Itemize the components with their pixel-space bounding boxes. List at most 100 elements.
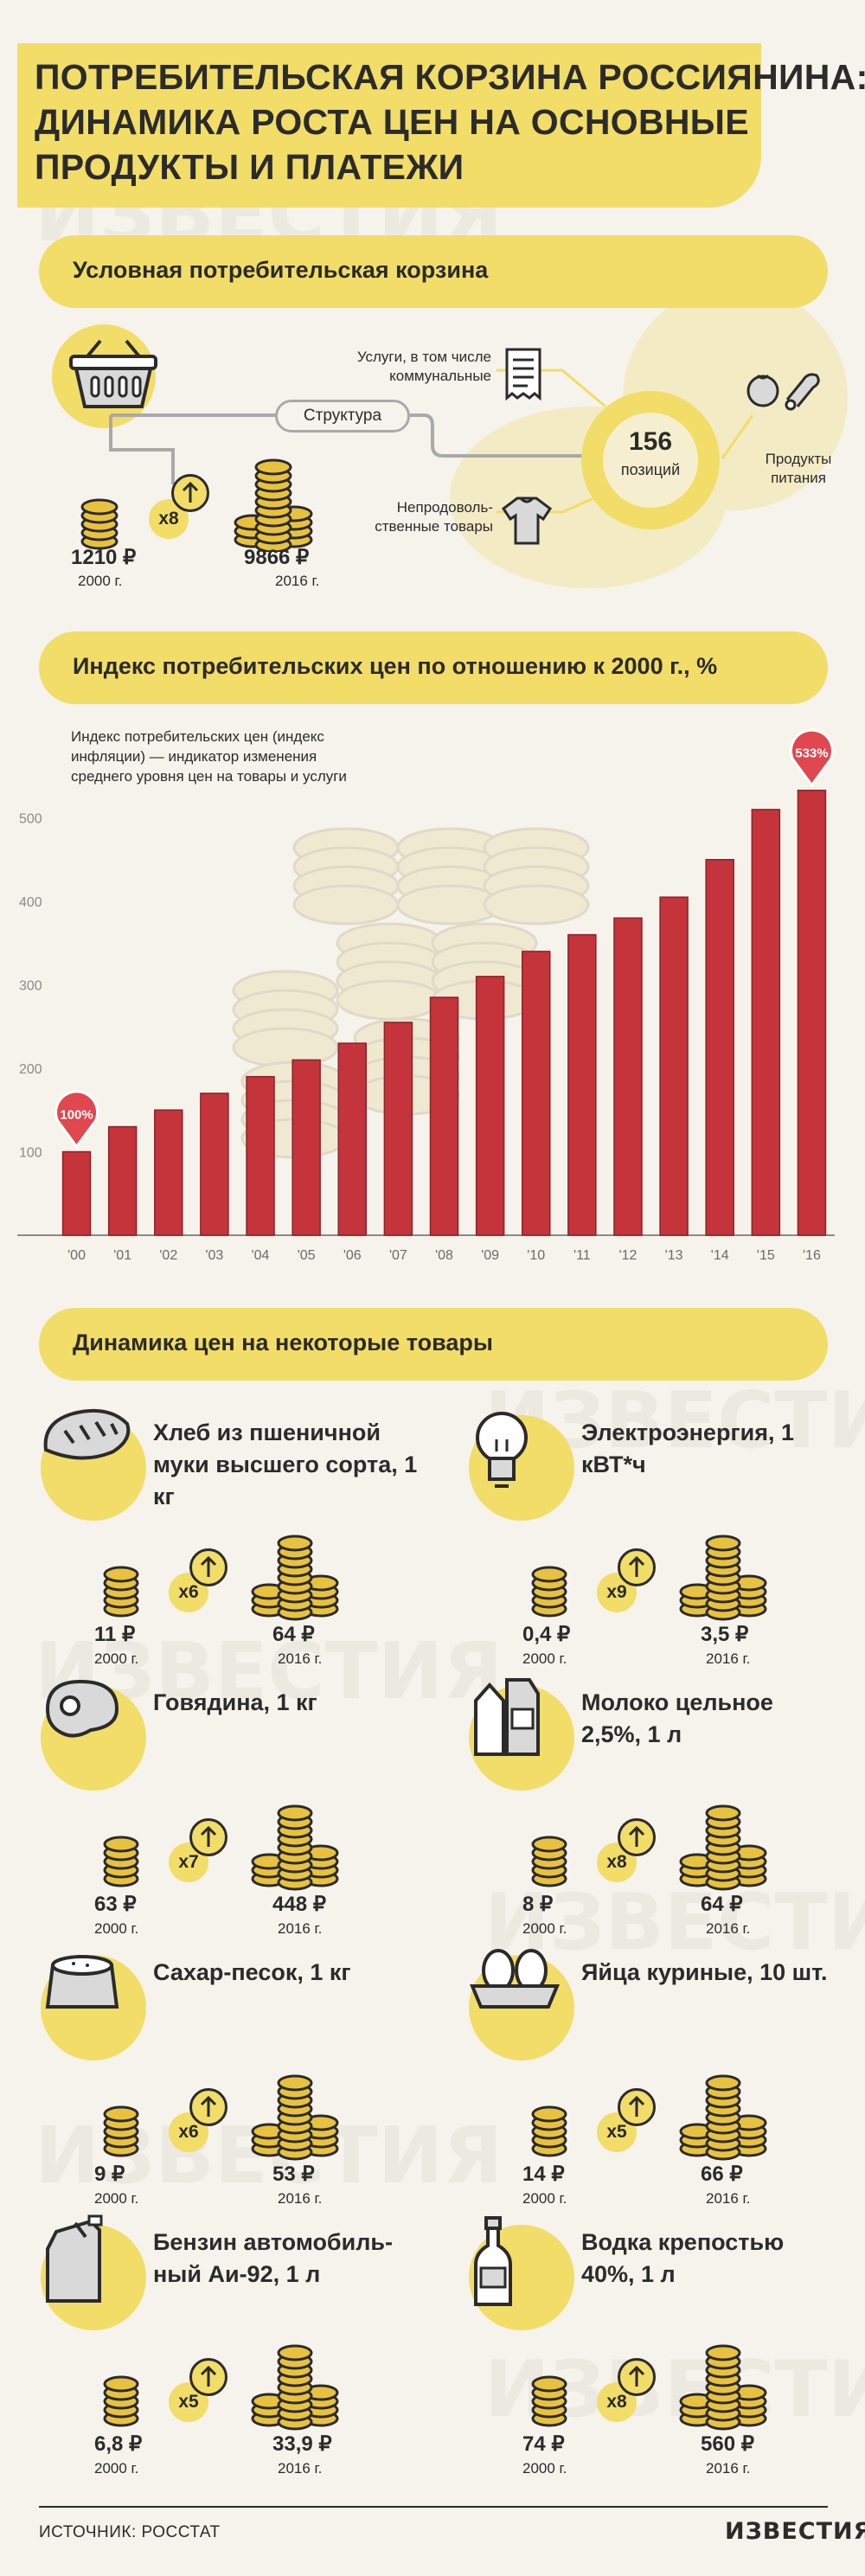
- cpi-bar: [246, 1075, 275, 1236]
- year-2016: 2016 г.: [706, 1650, 751, 1667]
- cpi-bar: [61, 1150, 92, 1236]
- sugar-bag-icon: [39, 1945, 125, 2018]
- cpi-bar: [154, 1109, 183, 1236]
- price-2016: 560 ₽: [701, 2432, 754, 2456]
- cpi-bar: [797, 789, 827, 1236]
- y-tick-label: 400: [19, 895, 42, 910]
- brand-logo: ИЗВЕСТИЯ: [725, 2518, 865, 2545]
- steak-icon: [39, 1675, 125, 1748]
- cpi-note: Индекс потребительских цен (индекс инфля…: [71, 728, 347, 785]
- x-tick-label: '08: [435, 1248, 453, 1263]
- year-2016: 2016 г.: [706, 1920, 751, 1937]
- coin-stack-large: [675, 1804, 772, 1895]
- cpi-bar-chart: 100 200 300 400 500 '00 '01 '02 '03 '04 '05 '06 '07 '…: [17, 728, 835, 1263]
- year-2016: 2016 г.: [278, 2190, 323, 2207]
- coin-stack-small: [528, 1834, 571, 1894]
- coin-stack-large: [675, 2344, 772, 2435]
- growth-arrow-circle: [618, 2358, 656, 2396]
- coin-stack-small: [528, 1564, 571, 1624]
- growth-arrow-circle: [618, 1548, 656, 1586]
- footer-divider: [39, 2506, 828, 2508]
- year-2000: 2000 г.: [94, 2460, 139, 2477]
- receipt-icon: [505, 348, 541, 401]
- y-tick-label: 300: [19, 979, 42, 994]
- food-label: Продукты питания: [765, 451, 832, 486]
- price-2016: 66 ₽: [701, 2163, 743, 2186]
- badge-end: 533%: [790, 728, 834, 788]
- structure-label: Структура: [275, 400, 410, 433]
- basket-price-2000: 1210 ₽: [71, 546, 137, 569]
- cpi-bar: [292, 1059, 321, 1236]
- growth-arrow-icon: [171, 474, 209, 512]
- up-arrow-icon: [628, 1555, 645, 1577]
- bread-icon: [39, 1405, 134, 1470]
- jerrycan-icon: [39, 2214, 108, 2314]
- cpi-bar: [475, 976, 505, 1236]
- x-tick-label: '15: [757, 1248, 775, 1263]
- y-tick-label: 100: [19, 1146, 42, 1161]
- cpi-bar: [337, 1042, 368, 1236]
- tshirt-icon: [501, 497, 553, 545]
- basket-icon: [69, 339, 157, 408]
- lightbulb-icon: [467, 1405, 536, 1496]
- title-banner: [17, 43, 761, 208]
- coin-stack-large: [247, 2344, 343, 2435]
- cpi-bar: [107, 1125, 138, 1236]
- cpi-bar: [567, 933, 597, 1236]
- x-tick-label: '06: [343, 1248, 362, 1263]
- basket-year-2000: 2000 г.: [78, 573, 123, 589]
- section-header-basket: [39, 235, 828, 308]
- price-2016: 64 ₽: [272, 1623, 315, 1646]
- x-tick-label: '10: [527, 1248, 545, 1263]
- x-tick-label: '16: [803, 1248, 821, 1263]
- price-2000: 63 ₽: [94, 1893, 137, 1916]
- cpi-bar: [613, 917, 643, 1236]
- growth-arrow-circle: [618, 2088, 656, 2126]
- section-title-cpi: Индекс потребительских цен по отношению …: [73, 653, 718, 679]
- product-name: Электроэнергия, 1 кВТ*ч: [581, 1419, 795, 1477]
- svg-text:100%: 100%: [60, 1108, 93, 1123]
- price-2000: 74 ₽: [522, 2432, 565, 2456]
- coin-stack-large: [675, 2074, 772, 2165]
- page-title-line-2: ДИНАМИКА РОСТА ЦЕН НА ОСНОВНЫЕ: [35, 102, 749, 142]
- up-arrow-icon: [200, 2095, 217, 2117]
- watermark: ИЗВЕСТИЯ: [484, 1877, 865, 1968]
- cpi-bar: [383, 1022, 413, 1236]
- price-2000: 9 ₽: [94, 2163, 125, 2186]
- year-2016: 2016 г.: [278, 1650, 323, 1667]
- cpi-bar: [521, 951, 551, 1236]
- year-2000: 2000 г.: [522, 2460, 567, 2477]
- eggs-icon: [467, 1945, 562, 2018]
- x-tick-label: '04: [252, 1248, 270, 1263]
- price-2016: 64 ₽: [701, 1893, 743, 1916]
- cpi-bar: [659, 896, 689, 1236]
- section-title-products: Динамика цен на некоторые товары: [73, 1330, 493, 1355]
- year-2016: 2016 г.: [278, 2460, 323, 2477]
- cpi-bar: [200, 1093, 229, 1236]
- up-arrow-icon: [200, 1825, 217, 1847]
- coin-stack-small: [80, 498, 119, 550]
- x-tick-label: '00: [67, 1248, 86, 1263]
- up-arrow-icon: [628, 1825, 645, 1847]
- cpi-bar: [751, 809, 781, 1236]
- product-name: Водка крепостью 40%, 1 л: [581, 2229, 785, 2287]
- coin-stack-large: [234, 458, 313, 552]
- product-name: Хлеб из пшеничной муки высшего сорта, 1 …: [153, 1419, 418, 1509]
- up-arrow-icon: [200, 1555, 217, 1577]
- price-2016: 3,5 ₽: [701, 1623, 749, 1646]
- up-arrow-icon: [628, 2095, 645, 2117]
- x-tick-label: '12: [619, 1248, 638, 1263]
- price-2000: 8 ₽: [522, 1893, 554, 1916]
- price-2000: 6,8 ₽: [94, 2432, 143, 2456]
- coin-stack-large: [247, 1804, 343, 1895]
- price-2000: 11 ₽: [94, 1623, 136, 1646]
- cpi-bar: [429, 996, 459, 1236]
- year-2016: 2016 г.: [278, 1920, 323, 1937]
- food-icons: [746, 373, 820, 411]
- vodka-bottle-icon: [467, 2214, 519, 2314]
- coin-stack-small: [99, 2104, 143, 2163]
- price-2016: 448 ₽: [272, 1893, 326, 1916]
- services-label: Услуги, в том числе коммунальные: [356, 349, 491, 384]
- x-tick-label: '03: [205, 1248, 223, 1263]
- basket-year-2016: 2016 г.: [275, 573, 320, 589]
